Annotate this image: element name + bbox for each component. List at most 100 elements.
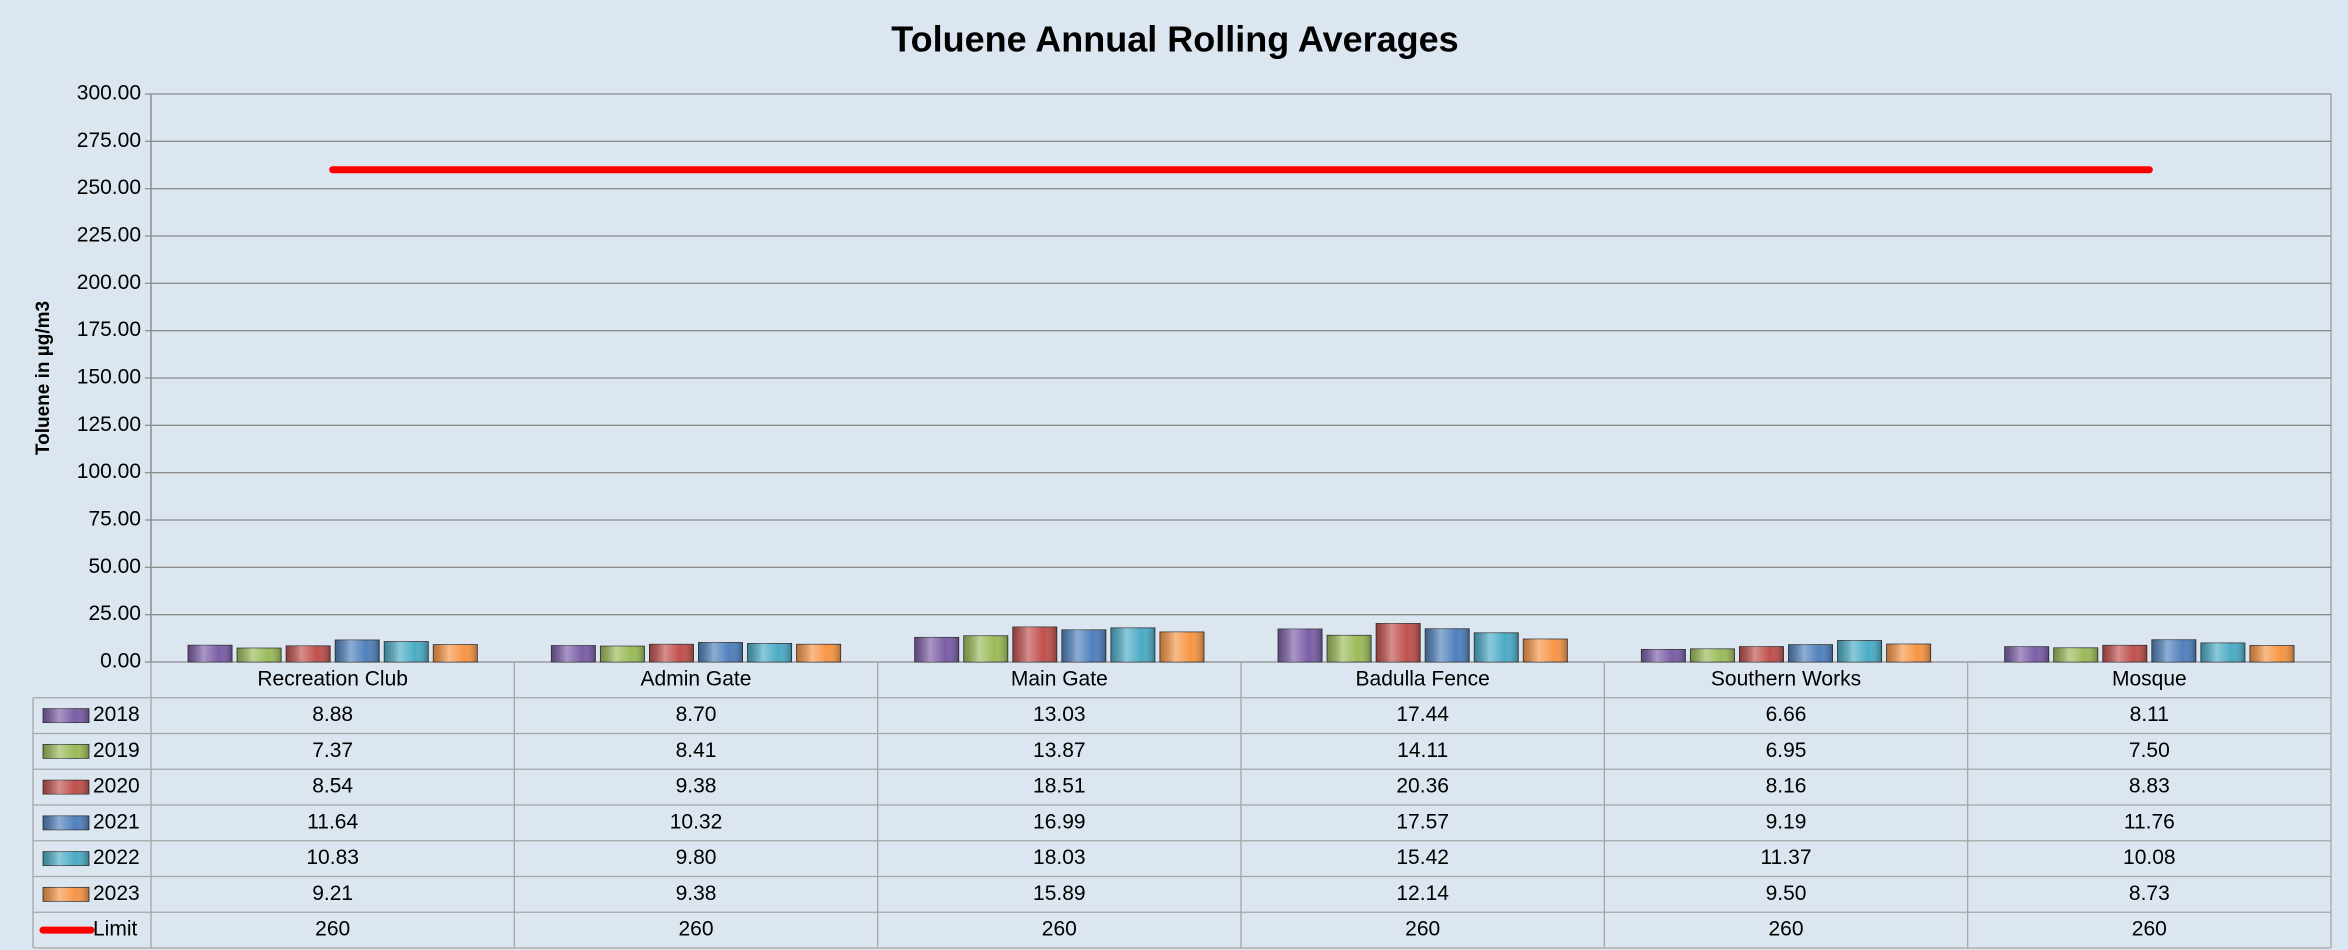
bar-shine	[433, 644, 478, 662]
y-tick-label: 200.00	[77, 271, 141, 294]
table-value: 7.50	[2129, 739, 2170, 762]
table-value: 17.44	[1396, 703, 1449, 726]
table-value: 260	[678, 918, 713, 941]
bar-shine	[384, 641, 429, 662]
bar-shine	[2004, 646, 2049, 662]
bar-shine	[1012, 626, 1057, 662]
bar-shine	[1474, 632, 1519, 662]
chart-title: Toluene Annual Rolling Averages	[891, 19, 1458, 60]
table-value: 9.21	[312, 882, 353, 905]
table-value: 8.54	[312, 775, 353, 798]
table-value: 10.32	[670, 810, 723, 833]
y-tick-label: 150.00	[77, 366, 141, 389]
bar-shine	[286, 645, 331, 662]
table-value: 9.19	[1766, 810, 1807, 833]
legend-key-shine	[43, 780, 89, 795]
y-tick-label: 0.00	[100, 650, 141, 673]
bar-shine	[2102, 645, 2147, 662]
legend-label: 2020	[93, 775, 140, 798]
bar-shine	[1277, 628, 1323, 662]
bar-shine	[1788, 644, 1833, 662]
bar-shine	[600, 646, 645, 662]
table-value: 6.95	[1766, 739, 1807, 762]
bar-shine	[1061, 629, 1106, 662]
table-value: 8.73	[2129, 882, 2170, 905]
table-value: 8.70	[676, 703, 717, 726]
table-value: 10.83	[306, 846, 359, 869]
bar-shine	[914, 637, 959, 662]
x-tick-label: Southern Works	[1711, 667, 1861, 690]
bar-shine	[747, 643, 792, 662]
table-value: 13.03	[1033, 703, 1086, 726]
table-value: 17.57	[1396, 810, 1449, 833]
y-tick-label: 250.00	[77, 176, 141, 199]
x-tick-label: Badulla Fence	[1356, 667, 1490, 690]
table-value: 260	[1405, 918, 1440, 941]
legend-label: 2022	[93, 846, 140, 869]
legend-key-shine	[43, 708, 89, 723]
legend-key-shine	[43, 815, 89, 830]
y-axis-label: Toluene in µg/m3	[33, 301, 54, 455]
table-value: 15.42	[1396, 846, 1449, 869]
bar-shine	[963, 635, 1008, 662]
table-value: 20.36	[1396, 775, 1449, 798]
table-value: 16.99	[1033, 810, 1086, 833]
table-value: 260	[1768, 918, 1803, 941]
bar-shine	[1886, 644, 1931, 662]
table-value: 8.16	[1766, 775, 1807, 798]
table-value: 18.03	[1033, 846, 1086, 869]
table-value: 14.11	[1397, 739, 1448, 762]
bar-shine	[1523, 639, 1568, 662]
table-value: 9.38	[676, 882, 717, 905]
table-value: 9.38	[676, 775, 717, 798]
bar-shine	[1641, 649, 1686, 662]
table-value: 11.76	[2124, 810, 2175, 833]
bar-shine	[1425, 628, 1470, 662]
y-tick-label: 275.00	[77, 129, 141, 152]
y-tick-label: 25.00	[88, 602, 141, 625]
bar-shine	[1159, 631, 1205, 662]
bar-shine	[649, 644, 694, 662]
legend-label: 2019	[93, 739, 140, 762]
table-value: 260	[2132, 918, 2167, 941]
bar-shine	[2151, 639, 2196, 662]
bar-shine	[1739, 646, 1784, 662]
table-value: 8.88	[312, 703, 353, 726]
bar-shine	[698, 642, 743, 662]
table-value: 260	[315, 918, 350, 941]
bar-shine	[2200, 642, 2245, 662]
table-value: 11.37	[1761, 846, 1812, 869]
table-value: 9.50	[1766, 882, 1807, 905]
table-value: 8.83	[2129, 775, 2170, 798]
y-tick-label: 100.00	[77, 460, 141, 483]
table-value: 13.87	[1033, 739, 1086, 762]
y-tick-label: 75.00	[88, 508, 141, 531]
bar-shine	[1690, 648, 1735, 662]
bar-shine	[1837, 640, 1882, 662]
table-value: 11.64	[307, 810, 358, 833]
legend-key-shine	[43, 744, 89, 759]
legend-label: 2023	[93, 882, 140, 905]
y-tick-label: 125.00	[77, 413, 141, 436]
x-tick-label: Admin Gate	[641, 667, 752, 690]
x-tick-label: Main Gate	[1011, 667, 1108, 690]
y-tick-label: 175.00	[77, 318, 141, 341]
table-value: 8.41	[676, 739, 717, 762]
bar-shine	[551, 645, 596, 662]
legend-label: 2021	[93, 810, 140, 833]
table-value: 10.08	[2123, 846, 2176, 869]
x-tick-label: Mosque	[2112, 667, 2187, 690]
y-tick-label: 300.00	[77, 82, 141, 105]
bar-shine	[2053, 647, 2098, 662]
table-value: 7.37	[312, 739, 353, 762]
table-value: 6.66	[1766, 703, 1807, 726]
table-value: 8.11	[2130, 703, 2169, 726]
bar-shine	[1327, 635, 1372, 662]
table-value: 18.51	[1033, 775, 1086, 798]
bar-shine	[335, 639, 380, 662]
legend-label: 2018	[93, 703, 140, 726]
bar-shine	[796, 644, 841, 662]
legend-label: Limit	[93, 918, 138, 941]
